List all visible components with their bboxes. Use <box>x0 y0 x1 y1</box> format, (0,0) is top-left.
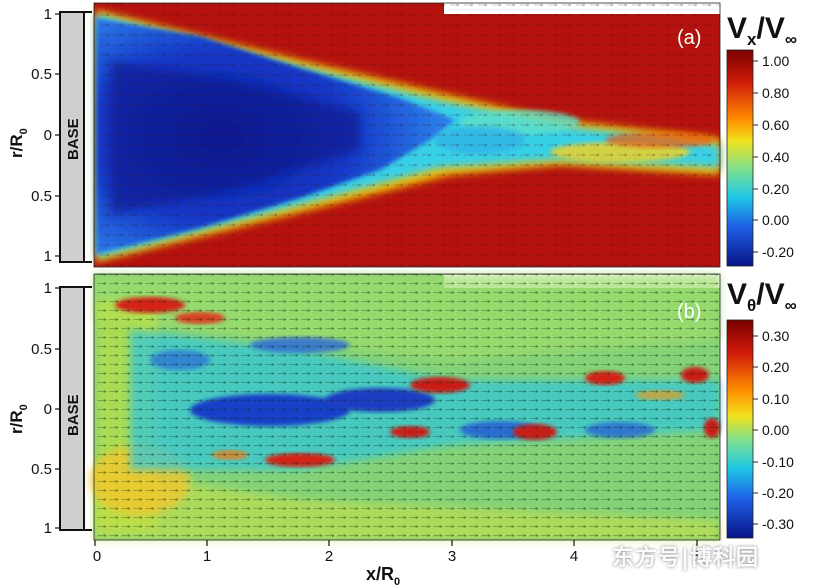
panel-a-y-tick: 0.5 <box>31 188 52 205</box>
x-tick: 0 <box>93 548 101 565</box>
x-tick-marks <box>94 540 698 546</box>
panel-a-y-ticks: 1 0.5 0 0.5 1 <box>31 6 52 265</box>
x-tick: 1 <box>203 548 211 565</box>
panel-b-y-ticks: 1 0.5 0 0.5 1 <box>31 280 52 537</box>
x-tick: 3 <box>448 548 456 565</box>
panel-b-y-tick-marks <box>55 287 60 529</box>
panel-b-y-tick: 0 <box>44 401 52 418</box>
x-tick: 4 <box>570 548 578 565</box>
base-label-a: BASE <box>65 118 82 160</box>
panel-a-label: (a) <box>677 27 701 49</box>
panel-a <box>93 0 724 268</box>
x-ticks: 0 1 2 3 4 5 <box>93 548 701 565</box>
colorbar-a-tick: 0.60 <box>762 117 789 133</box>
base-label-b: BASE <box>65 394 82 436</box>
panel-b <box>90 270 724 541</box>
colorbar-b-tick: 0.20 <box>762 359 789 375</box>
colorbar-b-tick: 0.10 <box>762 391 789 407</box>
colorbar-b-tick: -0.30 <box>762 516 794 532</box>
colorbar-b-tick: -0.20 <box>762 485 794 501</box>
colorbar-b <box>726 319 754 539</box>
panel-b-y-tick: 0.5 <box>31 341 52 358</box>
panel-a-y-axis-label: r/R0 <box>7 128 30 158</box>
panel-a-y-tick-marks <box>55 13 60 257</box>
x-tick: 5 <box>693 548 701 565</box>
base-body-a <box>59 11 92 263</box>
panel-b-y-axis-label: r/R0 <box>7 404 30 434</box>
colorbar-b-tick: -0.10 <box>762 454 794 470</box>
colorbar-a-ticks: 1.00 0.80 0.60 0.40 0.20 0.00 -0.20 <box>762 53 794 260</box>
panel-a-y-tick: 1 <box>44 248 52 265</box>
colorbar-tick-marks <box>753 60 758 525</box>
colorbar-a-title: Vx/V∞ <box>727 12 797 49</box>
colorbar-a <box>726 49 754 267</box>
colorbar-a-tick: 0.00 <box>762 212 789 228</box>
colorbar-b-tick: 0.30 <box>762 328 789 344</box>
panel-a-y-tick: 0.5 <box>31 66 52 83</box>
panel-b-label: (b) <box>677 301 701 323</box>
panel-b-y-tick: 0.5 <box>31 461 52 478</box>
colorbar-a-tick: 0.80 <box>762 85 789 101</box>
colorbar-b-tick: 0.00 <box>762 422 789 438</box>
colorbar-b-title: Vθ/V∞ <box>727 278 797 315</box>
x-axis-label: x/R0 <box>366 564 400 588</box>
colorbar-b-ticks: 0.30 0.20 0.10 0.00 -0.10 -0.20 -0.30 <box>762 328 794 532</box>
colorbar-a-tick: -0.20 <box>762 244 794 260</box>
colorbar-a-tick: 0.20 <box>762 181 789 197</box>
panel-a-y-tick: 0 <box>44 127 52 144</box>
x-tick: 2 <box>325 548 333 565</box>
watermark: 东方号|博科园 <box>612 546 760 571</box>
panel-a-y-tick: 1 <box>44 6 52 23</box>
panel-b-y-tick: 1 <box>44 280 52 297</box>
colorbar-a-tick: 0.40 <box>762 149 789 165</box>
colorbar-a-tick: 1.00 <box>762 53 789 69</box>
panel-b-y-tick: 1 <box>44 520 52 537</box>
